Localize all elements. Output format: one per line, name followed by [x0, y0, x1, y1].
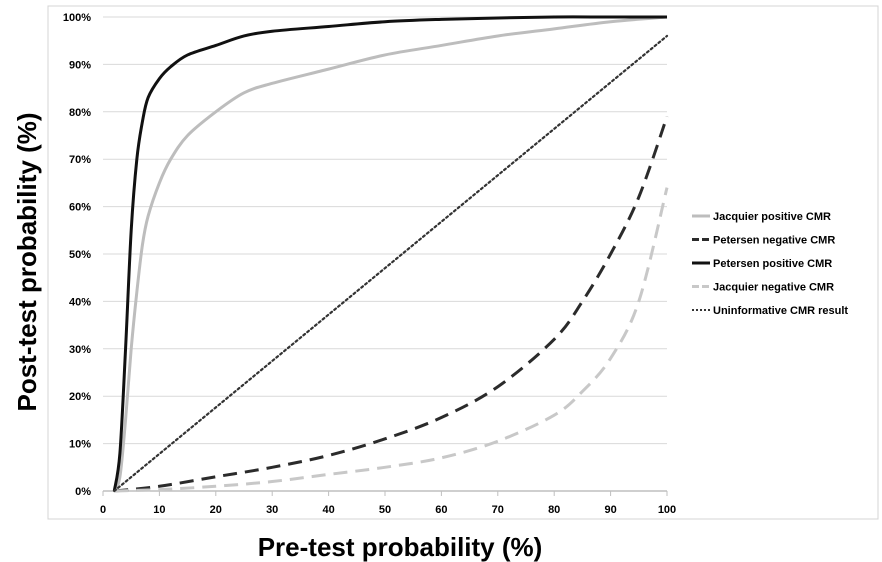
x-tick-label: 0	[100, 504, 106, 516]
axes: 0% 10% 20% 30% 40% 50% 60% 70% 80% 90% 100% 0 10 20 30…	[63, 12, 676, 516]
y-tick-label: 10%	[69, 439, 91, 451]
x-tick-label: 90	[604, 504, 616, 516]
y-tick-label: 20%	[69, 391, 91, 403]
x-tick-label: 80	[548, 504, 560, 516]
y-tick-label: 60%	[69, 202, 91, 214]
y-axis-label: Post-test probability (%)	[12, 112, 42, 411]
series-line-1	[112, 15, 668, 492]
x-tick-label: 10	[153, 504, 165, 516]
legend-label: Uninformative CMR result	[713, 305, 848, 317]
y-tick-label: 70%	[69, 154, 91, 166]
y-tick-label: 40%	[69, 296, 91, 308]
x-axis-label: Pre-test probability (%)	[258, 532, 543, 562]
y-tick-label: 0%	[75, 486, 91, 498]
legend-label: Petersen negative CMR	[713, 235, 835, 247]
series-line-3	[112, 15, 667, 492]
x-tick-label: 20	[210, 504, 222, 516]
y-tick-label: 50%	[69, 249, 91, 261]
plot-area	[112, 15, 669, 493]
y-tick-label: 30%	[69, 344, 91, 356]
gridlines	[103, 16, 667, 445]
x-tick-label: 50	[379, 504, 391, 516]
y-tick-label: 80%	[69, 107, 91, 119]
y-tick-label: 100%	[63, 12, 91, 24]
series-line-2	[114, 116, 669, 493]
x-tick-label: 100	[658, 504, 676, 516]
series-line-5	[113, 34, 669, 493]
x-tick-label: 30	[266, 504, 278, 516]
x-tick-label: 40	[322, 504, 334, 516]
x-tick-label: 70	[492, 504, 504, 516]
legend: Jacquier positive CMR Petersen negative C…	[692, 211, 848, 317]
legend-label: Jacquier negative CMR	[713, 282, 834, 294]
legend-label: Jacquier positive CMR	[713, 211, 831, 223]
series-line-4	[114, 187, 669, 493]
chart-border	[47, 5, 879, 520]
y-tick-label: 90%	[69, 59, 91, 71]
x-tick-label: 60	[435, 504, 447, 516]
legend-label: Petersen positive CMR	[713, 258, 832, 270]
